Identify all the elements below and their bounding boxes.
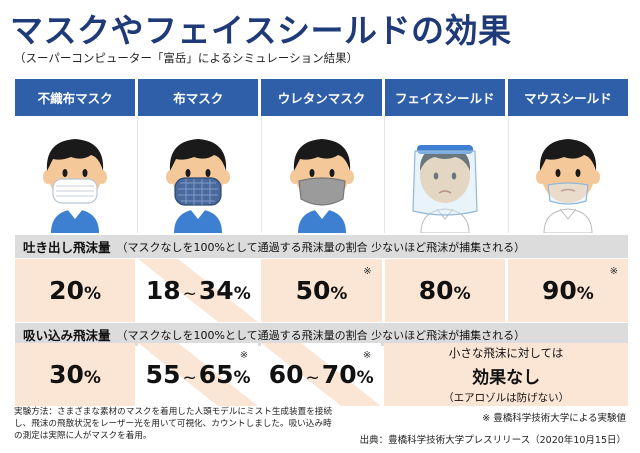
illustration-row [15,116,629,233]
exhale-label: 吐き出し飛沫量 [23,240,111,255]
column-header-mouth-shield: マウスシールド [507,79,629,116]
column-header-row: 不織布マスク 布マスク ウレタンマスク フェイスシールド マウスシールド [15,79,629,116]
merged-line-1: 小さな飛沫に対しては [448,345,564,360]
footer-source: 出典：豊橋科学技術大学プレスリリース（2020年10月15日） [359,435,626,446]
column-header-urethane: ウレタンマスク [261,79,382,116]
merged-line-2: 効果なし [472,367,541,388]
nonwoven-mask-person-icon [15,116,135,233]
footer-note: ※ 豊橋科学技術大学による実験値 [482,413,626,424]
inhale-label: 吸い込み飛沫量 [23,328,111,343]
inhale-values-row: 30% 55 ~65% ※ 60 ~70% ※ 小さな飛沫に対しては 効果なし （エ… [15,343,628,406]
note-mark: ※ [239,350,249,361]
note-mark: ※ [363,266,372,277]
exhale-value-mouth-shield: 90% ※ [507,259,629,322]
exhale-description: （マスクなしを100%として通過する飛沫量の割合 少ないほど飛沫が捕集される） [116,240,526,254]
exhale-section-header: 吐き出し飛沫量 （マスクなしを100%として通過する飛沫量の割合 少ないほど飛沫… [15,235,628,258]
inhale-section-header: 吸い込み飛沫量 （マスクなしを100%として通過する飛沫量の割合 少ないほど飛沫… [15,323,628,346]
page-title: マスクやフェイスシールドの効果 [10,11,512,50]
inhale-value-cloth: 55 ~65% ※ [138,343,259,406]
note-mark: ※ [362,350,372,361]
inhale-description: （マスクなしを100%として通過する飛沫量の割合 少ないほど飛沫が捕集される） [116,328,526,342]
merged-line-3: （エアロゾルは防げない） [443,391,570,404]
exhale-value-nonwoven: 20% [15,259,136,322]
note-mark: ※ [609,266,619,277]
footer-method: 実験方法：さまざまな素材のマスクを着用した人頭モデルにミスト生成装置を接続し、飛… [14,407,332,441]
inhale-value-nonwoven: 30% [15,343,136,406]
column-header-face-shield: フェイスシールド [384,79,505,116]
column-header-nonwoven: 不織布マスク [15,79,136,116]
urethane-mask-person-icon [260,116,382,233]
exhale-value-urethane: 50% ※ [261,259,382,322]
inhale-value-shields-merged: 小さな飛沫に対しては 効果なし （エアロゾルは防げない） [384,343,628,406]
mouth-shield-person-icon [507,116,629,233]
column-header-cloth: 布マスク [138,79,259,116]
cloth-mask-person-icon [137,116,258,233]
inhale-value-urethane: 60 ~70% ※ [261,343,382,406]
page-subtitle: （スーパーコンピューター「富岳」によるシミュレーション結果） [14,51,359,65]
face-shield-person-icon [384,116,505,233]
exhale-value-cloth: 18 ~34% [138,259,259,322]
exhale-values-row: 20% 18 ~34% 50% ※ 80% 90% ※ [15,259,629,322]
exhale-value-face-shield: 80% [384,259,505,322]
